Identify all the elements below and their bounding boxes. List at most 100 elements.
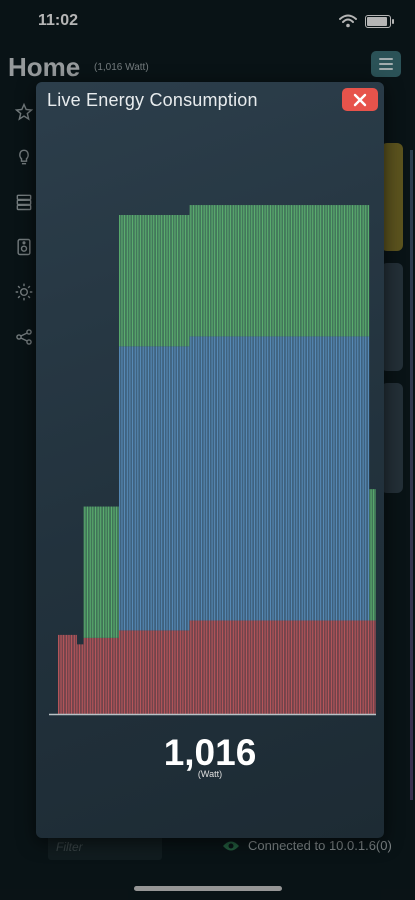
chart-bar-segment <box>154 346 156 631</box>
share-icon <box>16 329 32 345</box>
chart-bar-segment <box>355 620 357 714</box>
chart-bar-segment <box>123 215 126 347</box>
chart-bar-segment <box>147 630 150 714</box>
nav-favorites[interactable] <box>12 100 36 124</box>
chart-bar-segment <box>319 336 321 621</box>
chart-bar-segment <box>136 346 138 631</box>
chart-bar-segment <box>151 215 153 347</box>
energy-modal: Live Energy Consumption 1,016 (Watt) <box>36 82 384 838</box>
chart-bar-segment <box>313 205 315 337</box>
chart-bar-segment <box>200 620 203 714</box>
chart-bar-segment <box>313 620 315 714</box>
chart-bar-segment <box>319 205 321 337</box>
chart-bar-segment <box>85 637 87 714</box>
chart-bar-segment <box>287 205 289 337</box>
chart-bar-segment <box>337 205 339 337</box>
chart-bar-segment <box>186 630 188 714</box>
chart-bar-segment <box>218 620 220 714</box>
chart-bar-segment <box>188 630 190 714</box>
modal-title: Live Energy Consumption <box>47 90 258 110</box>
chart-bar-segment <box>173 630 175 714</box>
connection-status: Connected to 10.0.1.6(0) <box>222 838 392 853</box>
chart-bar-segment <box>131 215 134 347</box>
chart-bar-segment <box>109 637 111 714</box>
chart-bar-segment <box>252 336 254 621</box>
chart-bar-segment <box>327 205 329 337</box>
chart-bar-segment <box>335 336 338 621</box>
background-card[interactable] <box>381 383 403 493</box>
chart-bar-segment <box>374 489 376 621</box>
chart-bar-segment <box>225 620 227 714</box>
chart-bar-segment <box>133 630 135 714</box>
chart-bar-segment <box>268 205 270 337</box>
chart-bar-segment <box>244 620 246 714</box>
chart-bar-segment <box>93 637 95 714</box>
nav-groups[interactable] <box>12 190 36 214</box>
chart-bar-segment <box>75 634 77 714</box>
nav-scenes[interactable] <box>12 280 36 304</box>
background-card[interactable] <box>381 143 403 251</box>
chart-bar-segment <box>268 620 270 714</box>
chart-bar-segment <box>337 336 339 621</box>
nav-lights[interactable] <box>12 145 36 169</box>
chart-bar-segment <box>252 620 254 714</box>
chart-bar-segment <box>260 620 262 714</box>
chart-bar-segment <box>162 630 164 714</box>
chart-bar-segment <box>176 630 179 714</box>
chart-bar-segment <box>210 336 212 621</box>
chart-bar-segment <box>261 336 264 621</box>
chart-bar-segment <box>213 205 215 337</box>
chart-bar-segment <box>361 620 363 714</box>
close-button[interactable] <box>342 88 378 111</box>
chart-bar-segment <box>90 506 92 638</box>
filter-input[interactable]: Filter <box>48 834 162 860</box>
background-card[interactable] <box>381 263 403 371</box>
chart-bar-segment <box>326 620 328 714</box>
chart-bar-segment <box>62 634 64 714</box>
chart-bar-segment <box>139 346 142 631</box>
chart-bar-segment <box>319 620 321 714</box>
chart-bar-segment <box>159 215 161 347</box>
chart-bar-segment <box>249 205 251 337</box>
chart-bar-segment <box>196 205 198 337</box>
chart-bar-segment <box>356 205 358 337</box>
chart-bar-segment <box>284 620 286 714</box>
nav-speakers[interactable] <box>12 235 36 259</box>
chart-bar-segment <box>183 215 185 347</box>
chart-bar-segment <box>239 336 241 621</box>
chart-bar-segment <box>250 205 252 337</box>
chart-bar-segment <box>290 620 293 714</box>
menu-button[interactable] <box>371 51 401 77</box>
chart-bar-segment <box>107 506 109 638</box>
chart-bar-segment <box>324 620 326 714</box>
chart-bar-segment <box>345 205 347 337</box>
chart-bar-segment <box>245 336 248 621</box>
chart-bar-segment <box>302 620 304 714</box>
chart-bar-segment <box>128 346 130 631</box>
chart-bar-segment <box>178 346 180 631</box>
home-indicator[interactable] <box>134 886 282 891</box>
chart-bar-segment <box>278 620 280 714</box>
chart-bar-segment <box>223 336 225 621</box>
chart-bar-segment <box>334 620 336 714</box>
chart-bar-segment <box>332 336 334 621</box>
chart-bar-segment <box>98 506 100 638</box>
chart-bar-segment <box>88 637 90 714</box>
chart-bar-segment <box>260 336 262 621</box>
chart-bar-segment <box>366 336 368 621</box>
chart-bar-segment <box>133 346 135 631</box>
chart-bar-segment <box>323 336 325 621</box>
chart-bar-segment <box>117 637 119 714</box>
chart-bar-segment <box>345 620 347 714</box>
chart-bar-segment <box>374 620 376 714</box>
nav-share[interactable] <box>12 325 36 349</box>
chart-bar-segment <box>302 336 304 621</box>
chart-bar-segment <box>191 620 193 714</box>
chart-bar-segment <box>284 205 286 337</box>
chart-bar-segment <box>236 205 238 337</box>
chart-bar-segment <box>192 336 195 621</box>
chart-bar-segment <box>270 336 272 621</box>
status-icons <box>339 14 394 28</box>
chart-bar-segment <box>295 205 297 337</box>
chart-bar-segment <box>130 630 132 714</box>
